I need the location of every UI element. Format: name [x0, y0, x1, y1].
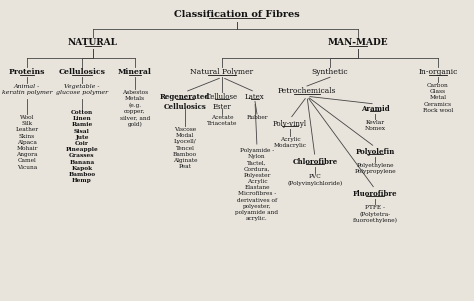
Text: Carbon
Glass
Metal
Ceramics
Rock wool: Carbon Glass Metal Ceramics Rock wool — [423, 83, 453, 113]
Text: PTFE -
(Polytetra-
fluoroethylene): PTFE - (Polytetra- fluoroethylene) — [353, 205, 398, 223]
Text: Vegetable -
glucose polymer: Vegetable - glucose polymer — [56, 84, 108, 95]
Text: Viscose
Modal
Lyocell/
Tencel
Bamboo
Alginate
Peat: Viscose Modal Lyocell/ Tencel Bamboo Alg… — [173, 127, 197, 169]
Text: Synthetic: Synthetic — [312, 68, 348, 76]
Text: Cellulose
Ester: Cellulose Ester — [206, 93, 238, 111]
Text: In-organic: In-organic — [419, 68, 458, 76]
Text: NATURAL: NATURAL — [68, 38, 118, 47]
Text: Acrylic
Modacrylic: Acrylic Modacrylic — [273, 137, 307, 148]
Text: Asbestos
Metals
(e.g.
copper,
silver, and
gold): Asbestos Metals (e.g. copper, silver, an… — [120, 90, 150, 127]
Text: Acetate
Triacetate: Acetate Triacetate — [207, 115, 237, 126]
Text: Petrochemicals: Petrochemicals — [278, 87, 336, 95]
Text: Polyamide -
Nylon
Tactel,
Cordura,
Polyester
Acrylic
Elastane
Microfibres -
deri: Polyamide - Nylon Tactel, Cordura, Polye… — [236, 148, 279, 221]
Text: PVC
(Polyvinylchloride): PVC (Polyvinylchloride) — [287, 174, 343, 185]
Text: Polyethylene
Polypropylene: Polyethylene Polypropylene — [354, 163, 396, 174]
Text: Classification of Fibres: Classification of Fibres — [174, 10, 300, 19]
Text: Kevlar
Nomex: Kevlar Nomex — [365, 120, 385, 131]
Text: Cotton
Linen
Ramie
Sisal
Jute
Coir
Pineapple
Grasses
Banana
Kapok
Bamboo
Hemp: Cotton Linen Ramie Sisal Jute Coir Pinea… — [65, 110, 99, 183]
Text: Mineral: Mineral — [118, 68, 152, 76]
Text: Wool
Silk
Leather
Skins
Alpaca
Mohair
Angora
Camel
Vicuna: Wool Silk Leather Skins Alpaca Mohair An… — [16, 115, 38, 169]
Text: Regenerated
Cellulosics: Regenerated Cellulosics — [160, 93, 210, 111]
Text: Cellulosics: Cellulosics — [58, 68, 106, 76]
Text: Proteins: Proteins — [9, 68, 45, 76]
Text: Fluorofibre: Fluorofibre — [353, 190, 397, 198]
Text: Natural Polymer: Natural Polymer — [191, 68, 254, 76]
Text: Animal -
keratin polymer: Animal - keratin polymer — [2, 84, 52, 95]
Text: Poly-vinyl: Poly-vinyl — [273, 120, 307, 128]
Text: Latex: Latex — [245, 93, 265, 101]
Text: Chlorofibre: Chlorofibre — [292, 158, 337, 166]
Text: MAN-MADE: MAN-MADE — [328, 38, 388, 47]
Text: Aramid: Aramid — [361, 105, 389, 113]
Text: Polyolefin: Polyolefin — [356, 148, 395, 156]
Text: Rubber: Rubber — [246, 115, 268, 120]
